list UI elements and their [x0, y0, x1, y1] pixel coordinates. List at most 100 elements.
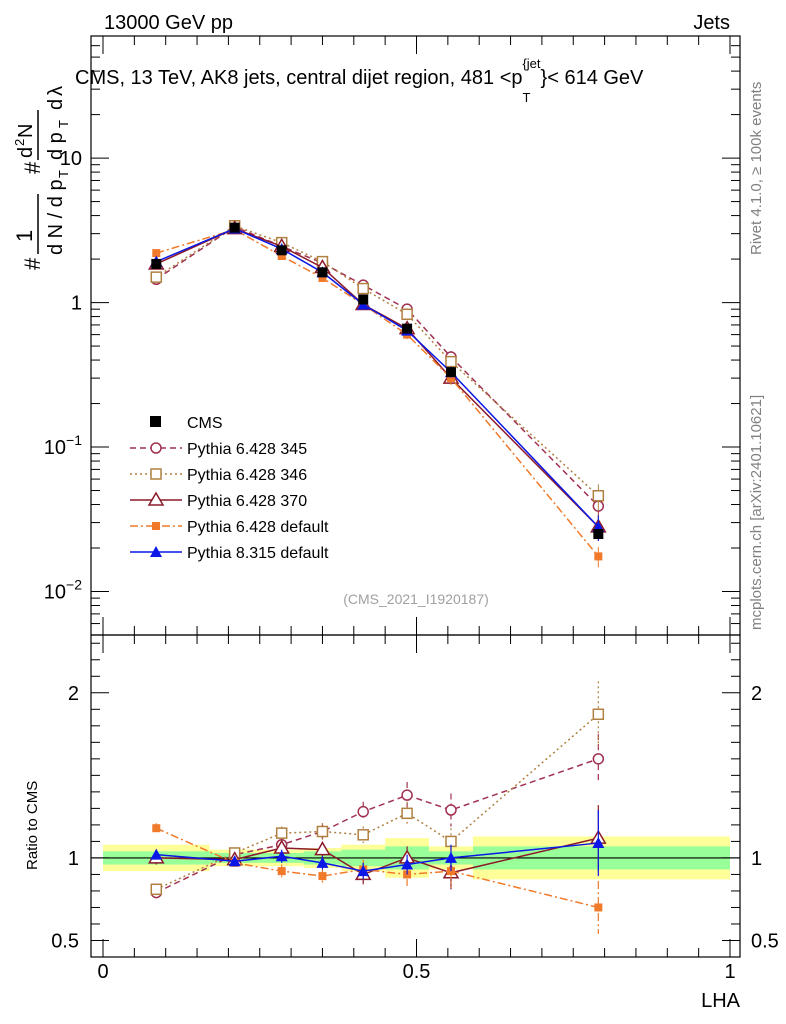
legend-reference-marker [150, 416, 161, 427]
svg-text:1: 1 [12, 230, 37, 242]
main-series-line [155, 225, 599, 507]
legend-marker [150, 468, 162, 480]
ratio-point [318, 872, 327, 881]
ratio-point [314, 841, 331, 856]
x-axis-ticks: 0 0.5 1 [97, 36, 736, 983]
ratio-tick-label: 2 [68, 683, 79, 705]
legend-marker [152, 522, 160, 530]
ratio-point [150, 848, 163, 860]
legend-label: Pythia 6.428 default [187, 519, 329, 536]
y-tick-label: 1 [71, 293, 82, 315]
legend-reference-label: CMS [187, 415, 223, 432]
x-tick-label: 0 [97, 961, 108, 983]
x-tick-label: 1 [724, 961, 735, 983]
ratio-y-axis-label: Ratio to CMS [24, 781, 41, 870]
reference-point [317, 267, 328, 278]
legend-marker [147, 491, 165, 506]
svg-text:d: d [45, 99, 67, 110]
legend-label: Pythia 8.315 default [187, 545, 329, 562]
legend: CMS Pythia 6.428 345 Pythia 6.428 346 Pythi… [130, 415, 329, 562]
reference-point [358, 294, 369, 305]
main-series-line [156, 227, 599, 528]
ratio-panel-frame [90, 634, 741, 958]
plot-title: CMS, 13 TeV, AK8 jets, central dijet reg… [75, 56, 644, 105]
energy-label: 13000 GeV pp [104, 12, 233, 34]
y-tick-label-exp: −2 [66, 577, 82, 593]
main-y-axis-label: # 1 d N / d p T # d 2 N d p T d λ [12, 86, 71, 270]
main-point [318, 273, 327, 282]
reference-point [229, 222, 240, 233]
ratio-point [357, 865, 370, 877]
legend-marker [150, 442, 162, 454]
ratio-point [401, 789, 413, 801]
ratio-tick-label: 0.5 [51, 930, 79, 952]
ratio-point [594, 903, 603, 912]
main-point [401, 308, 413, 321]
process-label: Jets [693, 12, 730, 34]
rivet-version-label: Rivet 4.1.0, ≥ 100k events [748, 82, 765, 255]
svg-text:#: # [20, 257, 45, 270]
x-tick-label: 0.5 [403, 961, 431, 983]
ratio-series-line [156, 837, 599, 876]
legend-label: Pythia 6.428 346 [187, 467, 307, 484]
plot-title-tail: }< 614 GeV [541, 67, 645, 89]
plot-title-sup: {jet [522, 56, 540, 71]
ratio-point [357, 805, 369, 818]
ratio-point [357, 829, 369, 841]
ratio-point [277, 867, 286, 876]
legend-marker [150, 546, 162, 557]
legend-label: Pythia 6.428 345 [187, 441, 307, 458]
reference-point [151, 258, 162, 269]
y-tick-label-base: 1 [71, 293, 82, 315]
ratio-point [316, 825, 329, 838]
reference-point [593, 529, 604, 540]
main-point [594, 552, 603, 561]
y-tick-label: 10 [60, 148, 82, 170]
main-point [150, 271, 163, 283]
ratio-point [445, 804, 457, 816]
ratio-series-line [155, 713, 599, 890]
x-axis-label: LHA [701, 990, 741, 1012]
reference-point [445, 367, 456, 378]
main-point [152, 249, 161, 258]
ratio-point [316, 856, 329, 868]
main-point [592, 490, 605, 502]
y-tick-label-base: 10 [60, 148, 82, 170]
svg-text:T: T [56, 120, 71, 128]
y-tick-label-exp: −1 [66, 432, 82, 448]
main-point [445, 355, 457, 368]
svg-text:T: T [56, 170, 71, 178]
ratio-point [444, 851, 457, 863]
ratio-point [228, 855, 241, 867]
main-point [277, 252, 286, 261]
ratio-point [152, 824, 161, 833]
main-point [446, 374, 455, 383]
svg-text:#: # [20, 161, 45, 174]
svg-text:d p: d p [45, 132, 67, 160]
ratio-series-line [155, 827, 599, 909]
svg-text:d N / d p: d N / d p [45, 179, 67, 255]
ratio-series-line [155, 758, 599, 894]
y-tick-label: 10−1 [44, 432, 82, 459]
svg-text:λ: λ [45, 86, 67, 96]
reference-point [402, 323, 413, 334]
y-tick-label-base: 10 [44, 582, 66, 604]
svg-text:d: d [15, 147, 37, 158]
ratio-axis-ticks: 0.5 0.5 1 1 2 2 [51, 642, 779, 958]
ratio-point [401, 858, 414, 870]
ratio-point [592, 753, 605, 765]
plot-title-sub: T [523, 90, 531, 105]
ratio-point [275, 850, 288, 862]
legend-label: Pythia 6.428 370 [187, 493, 307, 510]
ratio-point [401, 807, 413, 820]
svg-text:N: N [15, 124, 37, 138]
analysis-id-label: (CMS_2021_I1920187) [343, 591, 489, 607]
ratio-point [275, 827, 288, 839]
ratio-tick-label-right: 2 [751, 683, 762, 705]
svg-text:2: 2 [12, 139, 27, 146]
ratio-point [150, 883, 163, 896]
ratio-tick-label-right: 1 [751, 848, 762, 870]
mcplots-label: mcplots.cern.ch [arXiv:2401.10621] [748, 395, 765, 630]
